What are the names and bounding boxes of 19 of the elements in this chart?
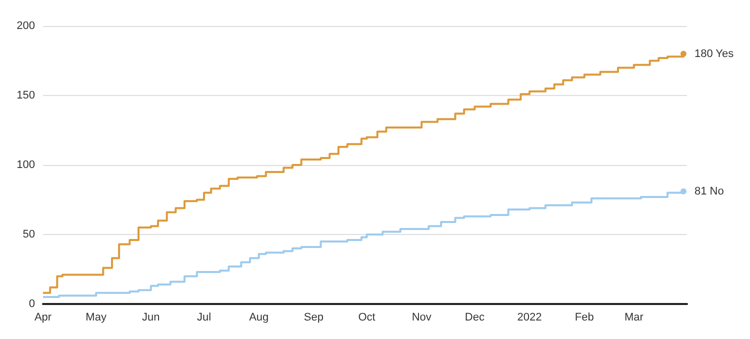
x-tick-label: Sep xyxy=(304,312,324,324)
text: 81 No xyxy=(694,185,724,198)
x-tick-label: Oct xyxy=(358,312,376,324)
y-tick-label: 100 xyxy=(16,159,35,171)
x-tick-label: May xyxy=(86,312,107,324)
y-tick-label: 200 xyxy=(16,20,35,32)
x-tick-label: Jun xyxy=(142,312,160,324)
x-tick-label: Dec xyxy=(464,312,485,324)
x-tick-label: Feb xyxy=(574,312,594,324)
x-tick-label: Mar xyxy=(624,312,644,324)
x-tick-label: Nov xyxy=(412,312,432,324)
y-tick-label: 0 xyxy=(28,298,35,310)
text: 180 Yes xyxy=(694,48,734,60)
x-tick-label: Aug xyxy=(249,312,269,324)
x-tick-label: Apr xyxy=(34,312,52,324)
x-tick-label: 2022 xyxy=(517,312,542,324)
y-tick-label: 150 xyxy=(16,90,35,102)
x-tick-label: Jul xyxy=(196,312,212,324)
y-tick-label: 50 xyxy=(22,228,35,240)
